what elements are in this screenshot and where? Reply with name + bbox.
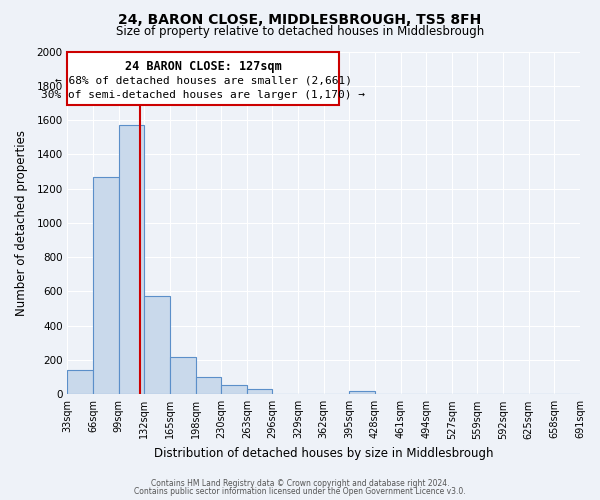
Text: 24, BARON CLOSE, MIDDLESBROUGH, TS5 8FH: 24, BARON CLOSE, MIDDLESBROUGH, TS5 8FH <box>118 12 482 26</box>
Text: 24 BARON CLOSE: 127sqm: 24 BARON CLOSE: 127sqm <box>125 60 281 73</box>
X-axis label: Distribution of detached houses by size in Middlesbrough: Distribution of detached houses by size … <box>154 447 493 460</box>
Bar <box>170 358 196 395</box>
Bar <box>119 125 145 394</box>
Text: ← 68% of detached houses are smaller (2,661): ← 68% of detached houses are smaller (2,… <box>55 76 352 86</box>
Bar <box>221 385 247 394</box>
FancyBboxPatch shape <box>67 52 339 104</box>
Y-axis label: Number of detached properties: Number of detached properties <box>15 130 28 316</box>
Text: Contains HM Land Registry data © Crown copyright and database right 2024.: Contains HM Land Registry data © Crown c… <box>151 478 449 488</box>
Bar <box>247 389 272 394</box>
Text: Size of property relative to detached houses in Middlesbrough: Size of property relative to detached ho… <box>116 25 484 38</box>
Bar <box>349 391 375 394</box>
Bar <box>67 370 93 394</box>
Bar <box>145 296 170 394</box>
Text: Contains public sector information licensed under the Open Government Licence v3: Contains public sector information licen… <box>134 487 466 496</box>
Bar <box>93 178 119 394</box>
Text: 30% of semi-detached houses are larger (1,170) →: 30% of semi-detached houses are larger (… <box>41 90 365 101</box>
Bar <box>196 377 221 394</box>
